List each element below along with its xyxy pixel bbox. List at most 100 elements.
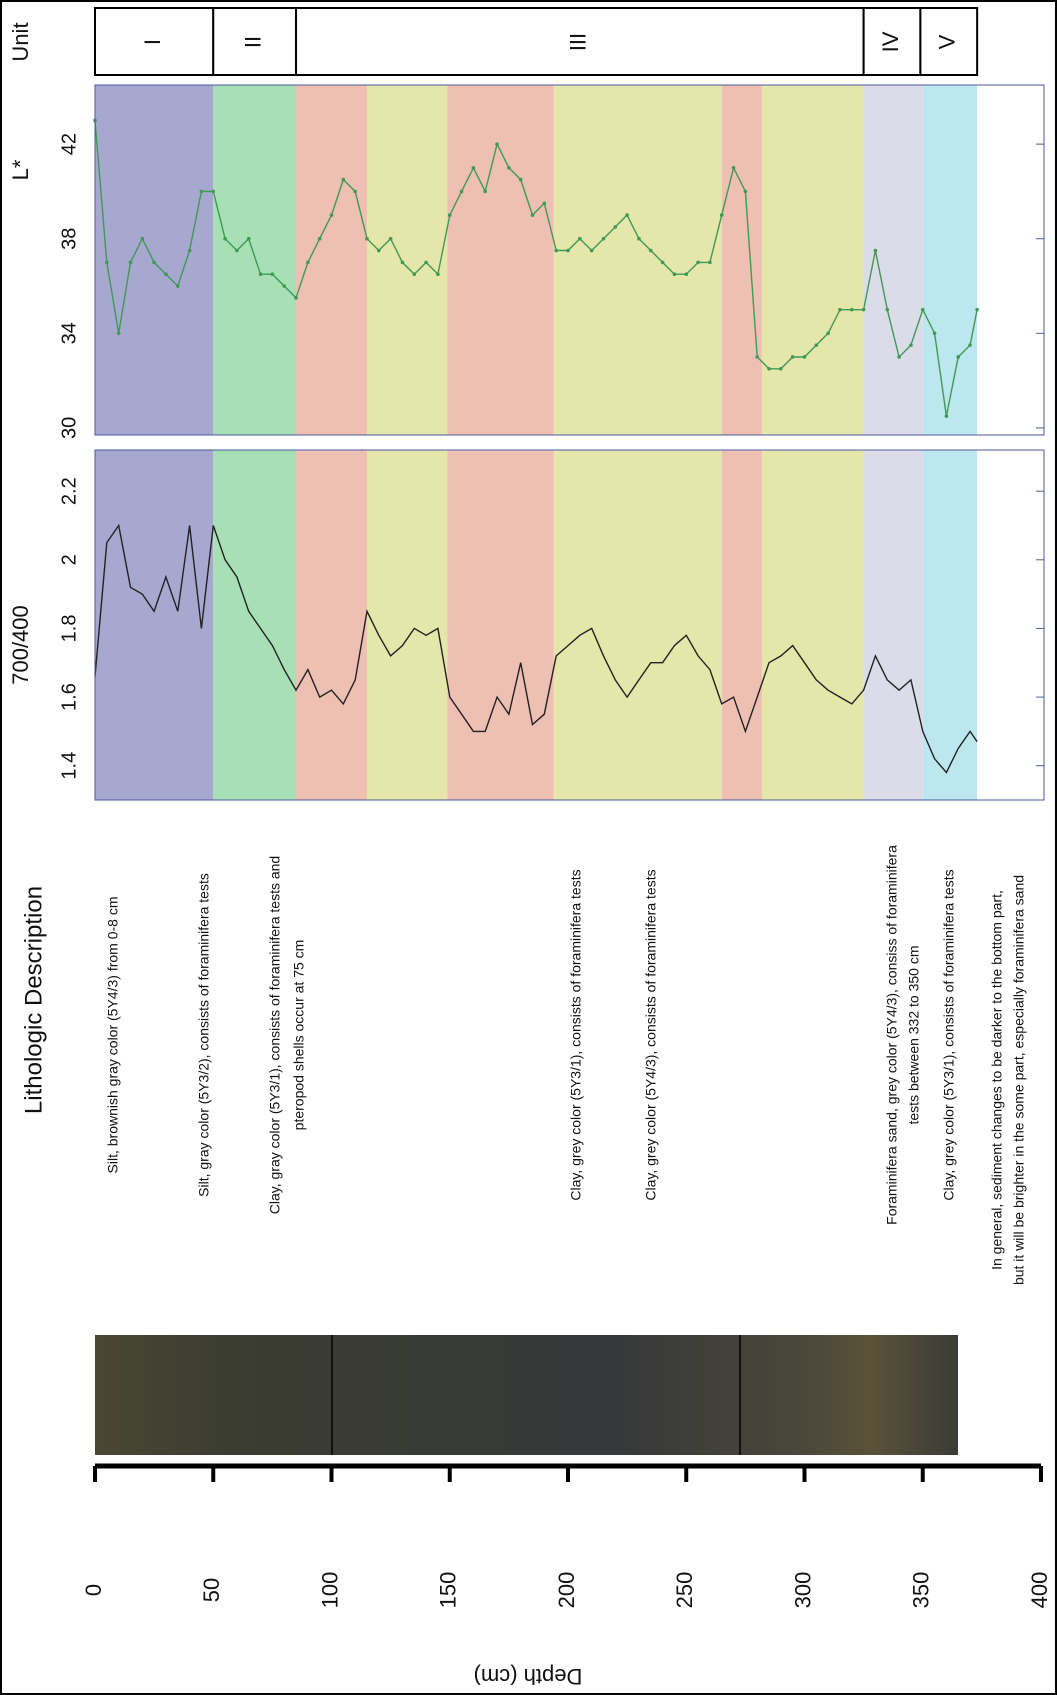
data-point xyxy=(365,237,369,241)
data-point xyxy=(342,178,346,182)
data-point xyxy=(294,296,298,300)
data-point xyxy=(460,190,464,194)
zone xyxy=(722,450,762,800)
y-tick-label: 1.8 xyxy=(58,615,80,643)
data-point xyxy=(897,355,901,359)
depth-tick-label: 100 xyxy=(317,1572,342,1609)
data-point xyxy=(259,272,263,276)
description: Clay, grey color (5Y4/3), consists of fo… xyxy=(643,869,659,1200)
zone xyxy=(923,85,977,435)
data-point xyxy=(921,308,925,312)
description: pteropod shells occur at 75 cm xyxy=(291,940,307,1131)
zone xyxy=(95,450,213,800)
data-point xyxy=(720,213,724,217)
figure: 30343842L*1.41.61.822.2700/400UnitIIIIII… xyxy=(0,0,1057,1695)
depth-tick-label: 250 xyxy=(672,1572,697,1609)
data-point xyxy=(838,308,842,312)
y-tick-label: 2.2 xyxy=(58,477,80,505)
data-point xyxy=(625,213,629,217)
data-point xyxy=(732,166,736,170)
zone xyxy=(95,85,213,435)
data-point xyxy=(602,237,606,241)
zone xyxy=(296,85,367,435)
depth-tick-label: 350 xyxy=(909,1572,934,1609)
data-point xyxy=(614,225,618,229)
zone xyxy=(722,85,762,435)
description: Clay, grey color (5Y3/1), consists of fo… xyxy=(568,869,584,1200)
unit-label: IV xyxy=(878,31,903,52)
data-point xyxy=(566,249,570,253)
description: but it will be brighter in the some part… xyxy=(1011,875,1027,1285)
y-tick-label: 38 xyxy=(58,228,80,250)
zone xyxy=(762,450,864,800)
data-point xyxy=(945,414,949,418)
description: Clay, grey color (5Y3/1), consists of fo… xyxy=(941,869,957,1200)
data-point xyxy=(129,261,133,265)
data-point xyxy=(862,308,866,312)
data-point xyxy=(507,166,511,170)
description: Foraminifera sand, grey color (5Y4/3), c… xyxy=(884,845,900,1225)
data-point xyxy=(483,190,487,194)
data-point xyxy=(141,237,145,241)
depth-tick-label: 400 xyxy=(1027,1572,1052,1609)
depth-tick-label: 150 xyxy=(436,1572,461,1609)
zone xyxy=(762,85,864,435)
core-photo xyxy=(95,1335,958,1455)
data-point xyxy=(152,261,156,265)
data-point xyxy=(815,343,819,347)
data-point xyxy=(975,308,979,312)
description: tests between 332 to 350 cm xyxy=(906,946,922,1125)
data-point xyxy=(495,142,499,146)
data-point xyxy=(578,237,582,241)
data-point xyxy=(164,272,168,276)
data-point xyxy=(200,190,204,194)
data-point xyxy=(105,261,109,265)
data-point xyxy=(850,308,854,312)
data-point xyxy=(436,272,440,276)
y-tick-label: 1.6 xyxy=(58,683,80,711)
zone xyxy=(447,450,553,800)
data-point xyxy=(874,249,878,253)
data-point xyxy=(448,213,452,217)
data-point xyxy=(306,261,310,265)
y-tick-label: 30 xyxy=(58,417,80,439)
data-point xyxy=(318,237,322,241)
data-point xyxy=(235,249,239,253)
description: Silt, gray color (5Y3/2), consists of fo… xyxy=(196,873,212,1197)
data-point xyxy=(353,190,357,194)
axis-title: L* xyxy=(8,159,33,180)
y-tick-label: 2 xyxy=(58,554,80,565)
depth-axis-title: Depth (cm) xyxy=(474,1664,583,1689)
zone xyxy=(554,85,722,435)
unit-header: Unit xyxy=(8,22,33,61)
y-tick-label: 34 xyxy=(58,322,80,344)
zone xyxy=(367,85,447,435)
depth-tick-label: 50 xyxy=(199,1578,224,1602)
data-point xyxy=(472,166,476,170)
data-point xyxy=(909,343,913,347)
description: Clay, gray color (5Y3/1), consists of fo… xyxy=(267,856,283,1214)
unit-label: III xyxy=(566,33,591,51)
data-point xyxy=(531,213,535,217)
data-point xyxy=(779,367,783,371)
zone xyxy=(447,85,553,435)
data-point xyxy=(117,332,121,336)
zone xyxy=(864,85,923,435)
data-point xyxy=(933,332,937,336)
data-point xyxy=(661,261,665,265)
data-point xyxy=(247,237,251,241)
data-point xyxy=(708,261,712,265)
data-point xyxy=(412,272,416,276)
axis-title: 700/400 xyxy=(8,605,33,685)
data-point xyxy=(803,355,807,359)
depth-tick-label: 300 xyxy=(790,1572,815,1609)
data-point xyxy=(885,308,889,312)
data-point xyxy=(554,249,558,253)
depth-tick-label: 200 xyxy=(554,1572,579,1609)
data-point xyxy=(696,261,700,265)
data-point xyxy=(271,272,275,276)
zone xyxy=(296,450,367,800)
unit-label: II xyxy=(240,36,265,48)
data-point xyxy=(956,355,960,359)
data-point xyxy=(744,190,748,194)
